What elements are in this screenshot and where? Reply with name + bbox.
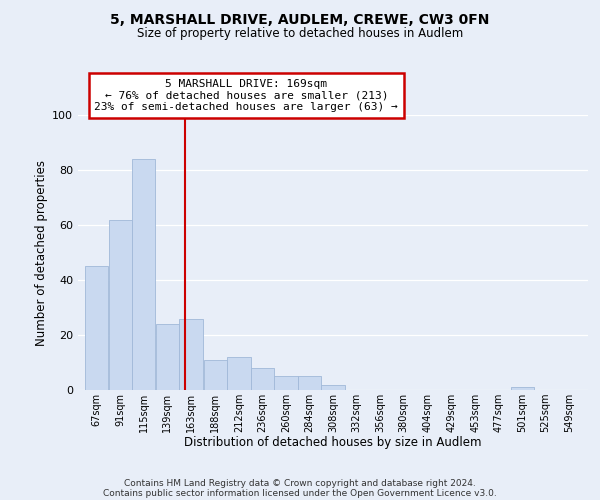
X-axis label: Distribution of detached houses by size in Audlem: Distribution of detached houses by size … [184, 436, 482, 450]
Bar [156, 324, 179, 390]
Text: Size of property relative to detached houses in Audlem: Size of property relative to detached ho… [137, 28, 463, 40]
Bar [132, 159, 155, 390]
Bar [227, 357, 251, 390]
Text: 5 MARSHALL DRIVE: 169sqm
← 76% of detached houses are smaller (213)
23% of semi-: 5 MARSHALL DRIVE: 169sqm ← 76% of detach… [94, 79, 398, 112]
Bar [274, 376, 298, 390]
Text: Contains HM Land Registry data © Crown copyright and database right 2024.: Contains HM Land Registry data © Crown c… [124, 478, 476, 488]
Y-axis label: Number of detached properties: Number of detached properties [35, 160, 48, 346]
Bar [85, 266, 109, 390]
Text: Contains public sector information licensed under the Open Government Licence v3: Contains public sector information licen… [103, 488, 497, 498]
Bar [251, 368, 274, 390]
Text: 5, MARSHALL DRIVE, AUDLEM, CREWE, CW3 0FN: 5, MARSHALL DRIVE, AUDLEM, CREWE, CW3 0F… [110, 12, 490, 26]
Bar [109, 220, 132, 390]
Bar [179, 318, 203, 390]
Bar [322, 384, 344, 390]
Bar [298, 376, 321, 390]
Bar [204, 360, 227, 390]
Bar [511, 387, 534, 390]
